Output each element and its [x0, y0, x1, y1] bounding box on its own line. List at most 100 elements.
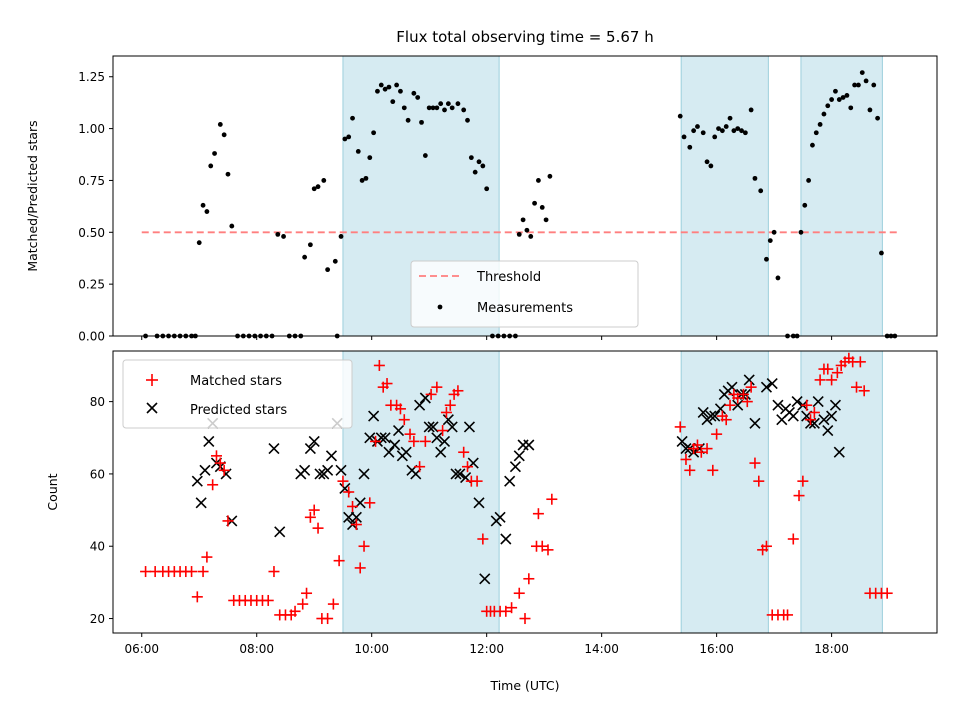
measurement-point: [798, 229, 804, 235]
matched-stars-point: [707, 464, 719, 476]
measurement-point: [307, 242, 313, 248]
top-panel: 0.00 0.25 0.50 0.75 1.00 1.25 Matched/Predict…: [25, 55, 938, 344]
measurement-point: [719, 128, 725, 134]
matched-stars-point: [414, 461, 426, 473]
predicted-stars-point: [833, 446, 845, 458]
matched-stars-point: [197, 566, 209, 578]
bottom-legend-box: [122, 359, 353, 429]
predicted-stars-point: [732, 399, 744, 411]
measurement-point: [856, 82, 861, 88]
predicted-stars-point: [826, 410, 838, 422]
measurement-point: [281, 234, 286, 239]
measurement-point: [764, 256, 769, 262]
predicted-stars-point: [379, 432, 391, 444]
predicted-stars-point: [268, 443, 280, 455]
predicted-stars-point: [500, 533, 512, 545]
matched-stars-point: [458, 446, 470, 458]
predicted-stars-legend-swatch: [146, 402, 158, 414]
top-panel-shaded-intervals: [342, 55, 883, 337]
top-y-axis-label: Matched/Predicted stars: [25, 120, 40, 271]
measurement-point: [695, 124, 700, 129]
matched-stars-point: [394, 403, 406, 415]
top-chart-title: Flux total observing time = 5.67 h: [396, 28, 653, 46]
measurement-point: [438, 101, 444, 107]
measurement-point: [867, 107, 873, 113]
matched-stars-point: [268, 566, 280, 578]
shaded-interval: [342, 350, 500, 634]
measurement-point: [315, 184, 321, 190]
measurement-point: [863, 78, 869, 84]
measurement-point: [742, 130, 748, 136]
matched-stars-point: [536, 540, 548, 552]
y-tick-label: 0.00: [78, 330, 105, 344]
measurement-point: [208, 163, 214, 169]
matched-stars-point: [519, 613, 531, 625]
x-tick-label: 08:00: [239, 642, 274, 656]
measurement-point: [859, 70, 865, 75]
predicted-stars-point: [504, 475, 516, 487]
matched-stars-point: [191, 591, 203, 603]
matched-stars-point: [444, 399, 456, 411]
predicted-stars-point: [423, 421, 435, 433]
measurement-point: [484, 186, 490, 192]
predicted-stars-point: [709, 410, 721, 422]
measurement-point: [716, 126, 721, 131]
measurement-point: [875, 115, 880, 121]
measurement-point: [386, 84, 392, 90]
matched-stars-point: [437, 425, 449, 437]
top-legend: Threshold Measurements: [410, 260, 639, 328]
matched-stars-point: [808, 406, 820, 418]
measurement-point: [848, 105, 854, 111]
predicted-stars-point: [389, 439, 401, 451]
predicted-stars-point: [414, 399, 426, 411]
measurement-point: [536, 178, 541, 183]
matched-stars-point: [753, 475, 765, 487]
measurement-point: [196, 240, 202, 246]
top-x-axis-ticks: [141, 336, 833, 340]
predicted-stars-point: [705, 410, 717, 422]
matched-stars-point: [404, 428, 416, 440]
measurement-point: [468, 155, 474, 161]
y-tick-label: 1.00: [78, 122, 105, 136]
predicted-stars-point: [442, 414, 454, 426]
matched-stars-point: [523, 573, 535, 585]
matched-stars-point: [343, 486, 355, 498]
predicted-stars-point: [513, 450, 525, 462]
matched-stars-point: [452, 385, 464, 397]
measurement-point: [325, 267, 331, 273]
measurement-point: [455, 101, 461, 107]
matched-stars-point: [262, 594, 274, 606]
matched-stars-point: [301, 587, 313, 599]
predicted-stars-point: [358, 468, 370, 480]
measurement-point: [225, 171, 231, 177]
predicted-stars-point: [697, 406, 709, 419]
predicted-stars-point: [494, 511, 506, 523]
matched-stars-point: [782, 609, 794, 621]
measurement-point: [371, 130, 377, 136]
measurement-point: [442, 107, 447, 113]
measurement-point: [275, 231, 281, 237]
matched-stars-point: [218, 464, 230, 476]
measurement-point: [528, 234, 534, 239]
measurement-point: [516, 231, 522, 237]
predicted-stars-point: [392, 424, 405, 437]
predicted-stars-point: [749, 417, 761, 429]
measurement-point: [806, 178, 812, 183]
measurement-point: [311, 186, 317, 192]
predicted-stars-point: [368, 410, 380, 422]
matched-stars-point: [381, 378, 393, 390]
measurement-point: [476, 159, 482, 165]
matched-stars-series: [140, 352, 893, 625]
measurement-point: [350, 115, 355, 121]
matched-stars-point: [822, 363, 834, 375]
measurement-point: [817, 122, 823, 127]
measurement-point: [704, 159, 710, 165]
x-tick-label: 18:00: [814, 642, 849, 656]
bottom-legend: Matched stars Predicted stars: [122, 359, 353, 429]
measurements-legend-swatch: [437, 304, 443, 310]
measurement-point: [771, 229, 777, 235]
y-tick-label: 60: [90, 467, 105, 481]
matched-stars-point: [542, 544, 554, 556]
measurement-point: [378, 82, 384, 88]
